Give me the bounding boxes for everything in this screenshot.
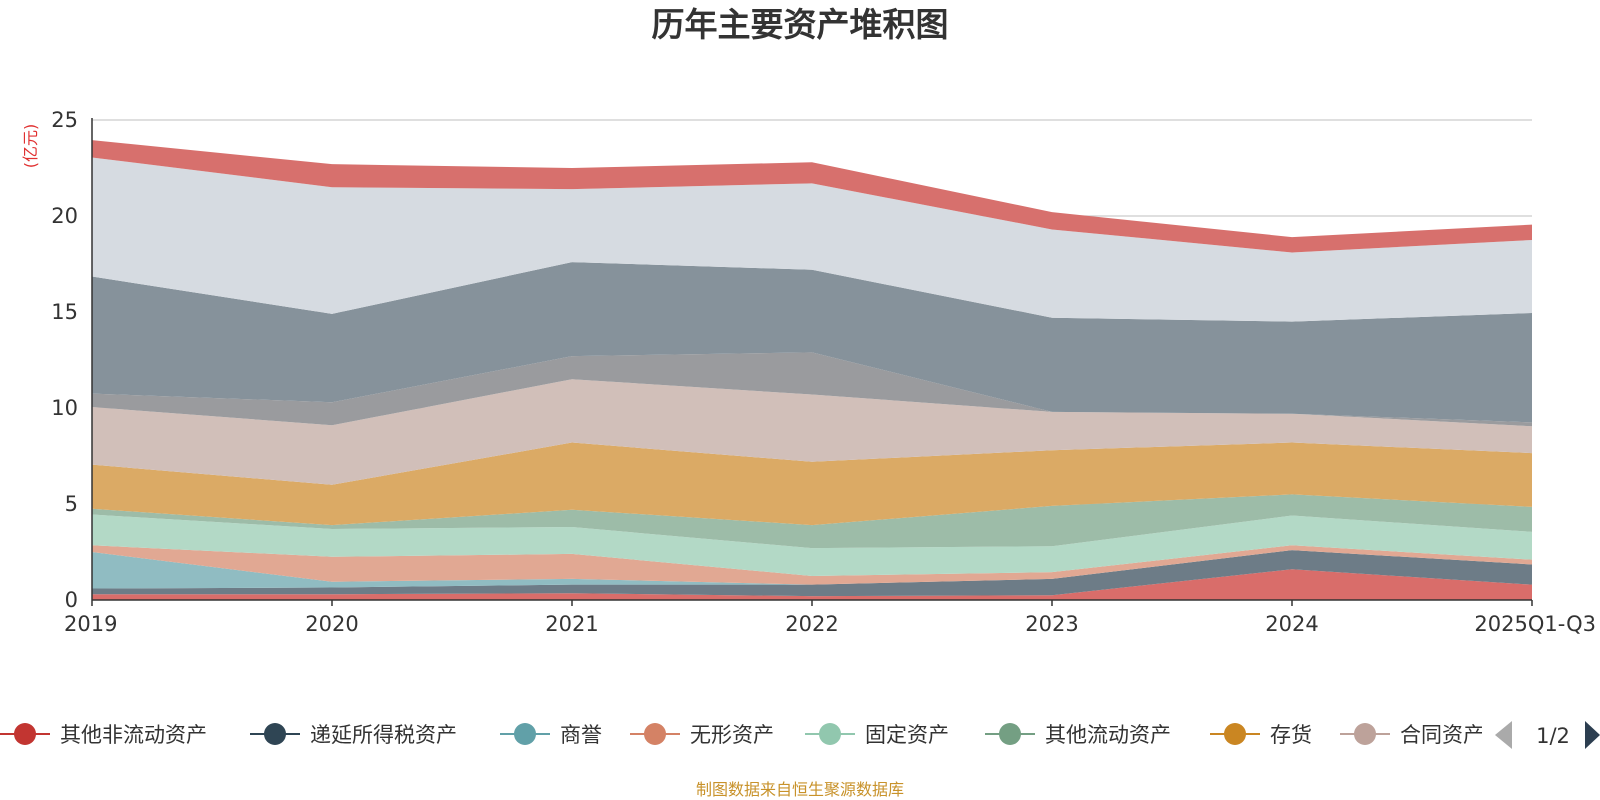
legend-item-2[interactable]: 递延所得税资产 <box>250 723 457 747</box>
area-series-4 <box>92 545 1532 585</box>
legend-label: 存货 <box>1270 723 1312 747</box>
legend-item-7[interactable]: 存货 <box>1210 723 1312 747</box>
x-tick-label-2019: 2019 <box>64 612 117 636</box>
legend-label: 商誉 <box>560 723 602 747</box>
legend-marker-icon <box>264 723 286 745</box>
legend-marker-icon <box>14 723 36 745</box>
legend-label: 固定资产 <box>865 723 949 747</box>
legend-marker-icon <box>999 723 1021 745</box>
legend-item-3[interactable]: 商誉 <box>500 723 602 747</box>
area-series-11 <box>92 157 1532 322</box>
y-tick-label-10: 10 <box>51 396 78 420</box>
legend-label: 其他流动资产 <box>1045 723 1171 747</box>
axes: 0 5 10 15 20 25 2019 2020 2021 2022 2023 2024 2025Q1… <box>51 108 1596 636</box>
legend[interactable]: 其他非流动资产 递延所得税资产 商誉 无形资产 固定资产 其他流动资产 存货 合同资产 1/2 <box>0 712 1600 758</box>
y-tick-label-0: 0 <box>65 588 78 612</box>
x-tick-label-2022: 2022 <box>785 612 838 636</box>
legend-page-indicator: 1/2 <box>1536 724 1570 748</box>
source-note: 制图数据来自恒生聚源数据库 <box>696 780 904 799</box>
area-series-8 <box>92 379 1532 485</box>
area-series-6 <box>92 494 1532 549</box>
legend-item-6[interactable]: 其他流动资产 <box>985 723 1171 747</box>
area-series-2 <box>92 550 1532 597</box>
x-tick-label-2020: 2020 <box>305 612 358 636</box>
area-layer <box>92 140 1532 600</box>
legend-marker-icon <box>644 723 666 745</box>
legend-pager: 1/2 <box>1482 712 1600 758</box>
area-series-10 <box>92 262 1532 423</box>
x-tick-label-2023: 2023 <box>1025 612 1078 636</box>
legend-item-1[interactable]: 其他非流动资产 <box>0 723 207 747</box>
x-tick-label-2021: 2021 <box>545 612 598 636</box>
y-tick-label-15: 15 <box>51 300 78 324</box>
legend-item-5[interactable]: 固定资产 <box>805 723 949 747</box>
area-series-7 <box>92 442 1532 526</box>
legend-item-8[interactable]: 合同资产 <box>1340 723 1484 747</box>
y-tick-label-5: 5 <box>65 492 78 516</box>
legend-marker-icon <box>819 723 841 745</box>
legend-item-4[interactable]: 无形资产 <box>630 723 774 747</box>
legend-marker-icon <box>514 723 536 745</box>
chart-title: 历年主要资产堆积图 <box>652 5 949 44</box>
legend-label: 合同资产 <box>1400 723 1484 747</box>
legend-next-page-icon[interactable] <box>1585 721 1600 749</box>
area-series-9 <box>92 352 1532 427</box>
x-tick-label-2024: 2024 <box>1265 612 1318 636</box>
legend-marker-icon <box>1224 723 1246 745</box>
legend-label: 其他非流动资产 <box>60 723 207 747</box>
area-series-1 <box>92 569 1532 600</box>
y-tick-label-20: 20 <box>51 204 78 228</box>
area-series-3 <box>92 550 1532 589</box>
y-axis-label: (亿元) <box>21 124 40 169</box>
legend-label: 递延所得税资产 <box>310 723 457 747</box>
legend-label: 无形资产 <box>690 723 774 747</box>
area-series-5 <box>92 514 1532 576</box>
y-tick-label-25: 25 <box>51 108 78 132</box>
legend-marker-icon <box>1354 723 1376 745</box>
legend-prev-page-icon[interactable] <box>1495 721 1512 749</box>
x-tick-label-2025Q1-Q3: 2025Q1-Q3 <box>1474 612 1596 636</box>
area-series-12 <box>92 140 1532 253</box>
